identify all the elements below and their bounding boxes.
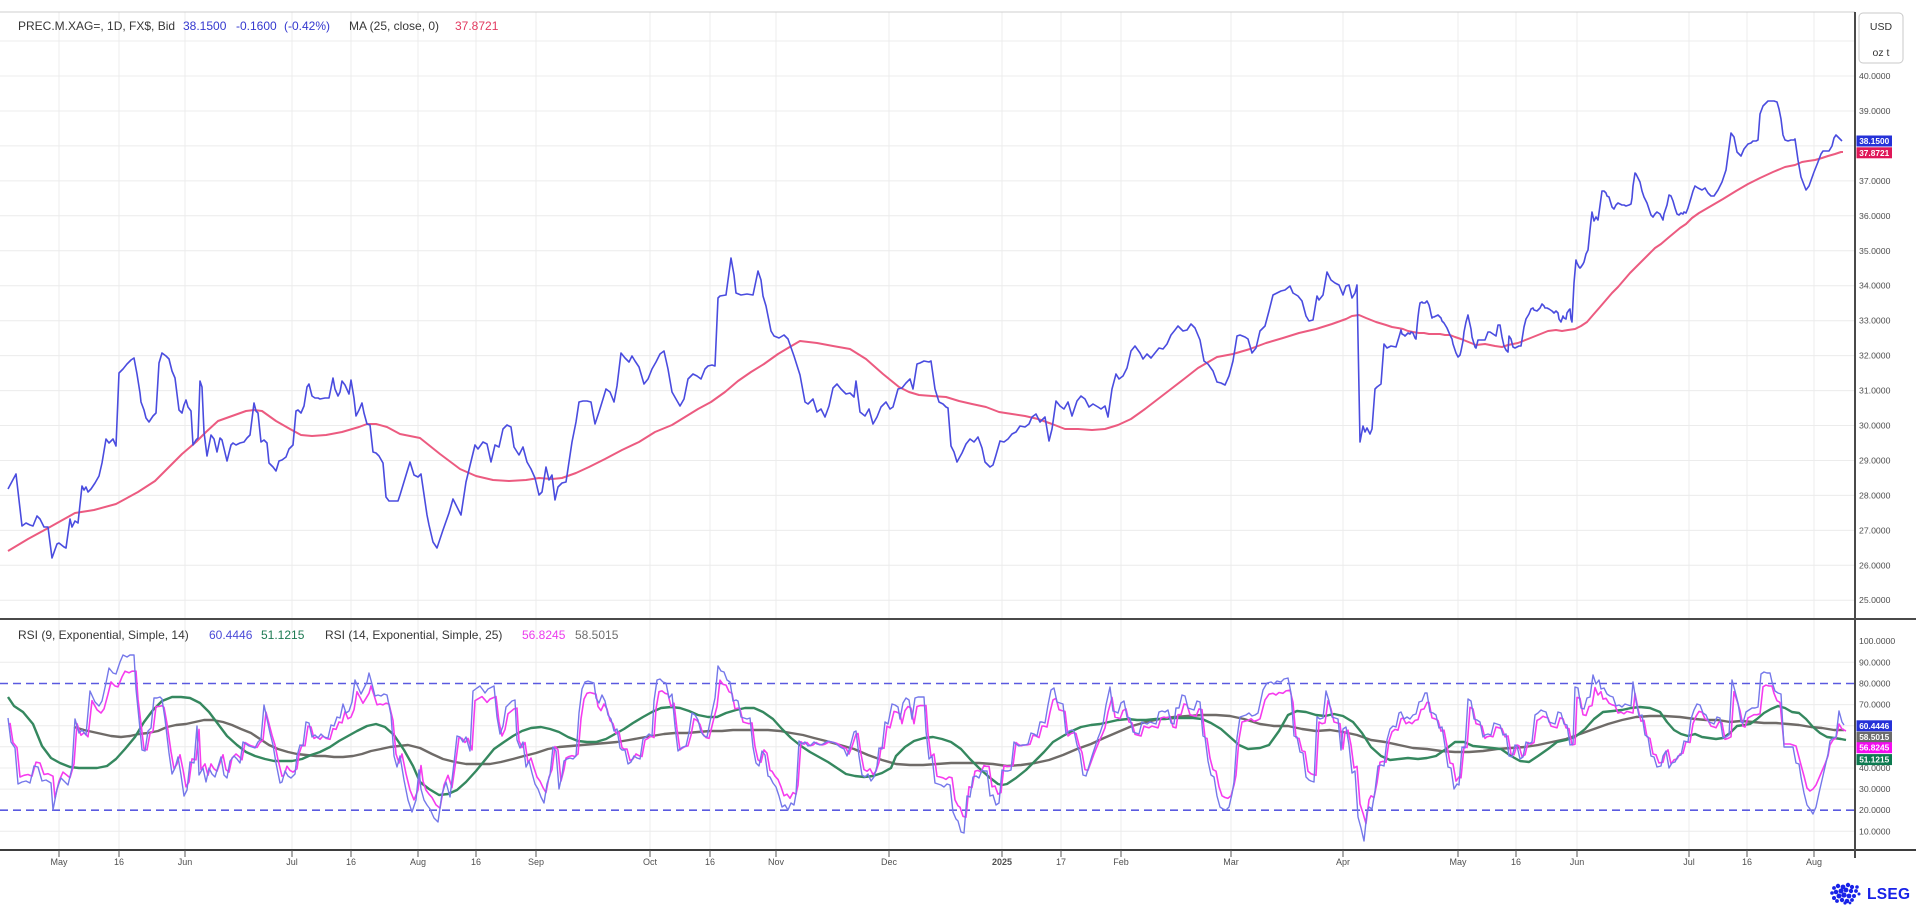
svg-text:25.0000: 25.0000 — [1859, 595, 1891, 605]
svg-text:May: May — [1449, 857, 1467, 867]
svg-text:Apr: Apr — [1336, 857, 1350, 867]
svg-text:Aug: Aug — [1806, 857, 1822, 867]
svg-text:32.0000: 32.0000 — [1859, 351, 1891, 361]
svg-text:38.1500: 38.1500 — [183, 19, 227, 33]
svg-text:80.0000: 80.0000 — [1859, 679, 1891, 689]
svg-text:38.1500: 38.1500 — [1859, 136, 1889, 146]
svg-text:16: 16 — [346, 857, 356, 867]
svg-text:28.0000: 28.0000 — [1859, 490, 1891, 500]
svg-text:30.0000: 30.0000 — [1859, 784, 1891, 794]
svg-text:37.8721: 37.8721 — [455, 19, 499, 33]
svg-text:Aug: Aug — [410, 857, 426, 867]
svg-text:51.1215: 51.1215 — [1859, 755, 1889, 765]
svg-text:Jun: Jun — [178, 857, 193, 867]
svg-text:16: 16 — [114, 857, 124, 867]
svg-text:16: 16 — [1742, 857, 1752, 867]
svg-text:58.5015: 58.5015 — [1859, 732, 1889, 742]
svg-text:May: May — [50, 857, 68, 867]
svg-text:37.0000: 37.0000 — [1859, 176, 1891, 186]
svg-text:(-0.42%): (-0.42%) — [284, 19, 330, 33]
svg-text:PREC.M.XAG=, 1D, FX$, Bid: PREC.M.XAG=, 1D, FX$, Bid — [18, 19, 175, 33]
svg-text:56.8245: 56.8245 — [522, 628, 566, 642]
svg-text:36.0000: 36.0000 — [1859, 211, 1891, 221]
svg-text:30.0000: 30.0000 — [1859, 421, 1891, 431]
svg-text:RSI (14, Exponential, Simple,: RSI (14, Exponential, Simple, 25) — [325, 628, 502, 642]
svg-text:LSEG: LSEG — [1867, 886, 1910, 903]
svg-text:34.0000: 34.0000 — [1859, 281, 1891, 291]
svg-text:Jun: Jun — [1570, 857, 1585, 867]
svg-text:29.0000: 29.0000 — [1859, 456, 1891, 466]
svg-text:60.4446: 60.4446 — [209, 628, 253, 642]
svg-text:20.0000: 20.0000 — [1859, 805, 1891, 815]
svg-text:Mar: Mar — [1223, 857, 1239, 867]
svg-text:40.0000: 40.0000 — [1859, 71, 1891, 81]
svg-text:RSI (9, Exponential, Simple, 1: RSI (9, Exponential, Simple, 14) — [18, 628, 189, 642]
svg-text:Jul: Jul — [1683, 857, 1695, 867]
svg-text:16: 16 — [1511, 857, 1521, 867]
svg-text:39.0000: 39.0000 — [1859, 106, 1891, 116]
svg-text:37.8721: 37.8721 — [1859, 148, 1889, 158]
svg-text:26.0000: 26.0000 — [1859, 560, 1891, 570]
svg-text:33.0000: 33.0000 — [1859, 316, 1891, 326]
svg-text:40.0000: 40.0000 — [1859, 763, 1891, 773]
svg-text:Oct: Oct — [643, 857, 658, 867]
svg-text:100.0000: 100.0000 — [1859, 636, 1895, 646]
svg-text:16: 16 — [705, 857, 715, 867]
svg-text:31.0000: 31.0000 — [1859, 386, 1891, 396]
svg-text:51.1215: 51.1215 — [261, 628, 305, 642]
svg-text:10.0000: 10.0000 — [1859, 826, 1891, 836]
svg-text:90.0000: 90.0000 — [1859, 657, 1891, 667]
svg-text:-0.1600: -0.1600 — [236, 19, 277, 33]
svg-text:60.4446: 60.4446 — [1859, 721, 1889, 731]
svg-text:58.5015: 58.5015 — [575, 628, 619, 642]
svg-text:56.8245: 56.8245 — [1859, 743, 1889, 753]
svg-text:2025: 2025 — [992, 857, 1012, 867]
svg-text:oz t: oz t — [1873, 47, 1890, 59]
svg-text:USD: USD — [1870, 21, 1893, 33]
svg-text:35.0000: 35.0000 — [1859, 246, 1891, 256]
svg-text:Sep: Sep — [528, 857, 544, 867]
svg-text:27.0000: 27.0000 — [1859, 525, 1891, 535]
svg-text:16: 16 — [471, 857, 481, 867]
svg-text:Dec: Dec — [881, 857, 898, 867]
svg-text:Jul: Jul — [286, 857, 298, 867]
svg-text:Feb: Feb — [1113, 857, 1129, 867]
svg-text:17: 17 — [1056, 857, 1066, 867]
svg-text:70.0000: 70.0000 — [1859, 700, 1891, 710]
svg-text:Nov: Nov — [768, 857, 785, 867]
svg-text:MA (25, close, 0): MA (25, close, 0) — [349, 19, 439, 33]
